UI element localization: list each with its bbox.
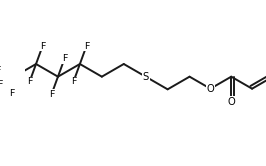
Text: F: F [27,77,32,86]
Text: F: F [0,66,1,75]
Text: F: F [71,77,76,86]
Text: O: O [227,97,235,107]
Text: O: O [206,84,214,94]
Text: F: F [62,54,67,63]
Text: F: F [49,90,54,99]
Text: F: F [9,89,14,98]
Text: F: F [40,42,45,51]
Text: F: F [0,80,2,89]
Text: F: F [84,42,89,51]
Text: S: S [143,72,149,82]
